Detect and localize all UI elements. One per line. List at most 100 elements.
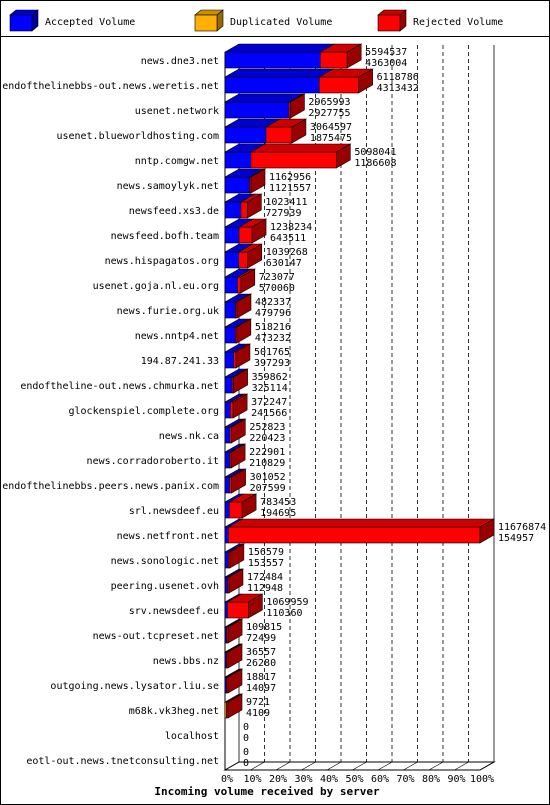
accepted-value-label: 110360 bbox=[266, 608, 302, 619]
bar-segment bbox=[224, 351, 234, 369]
bar-segment bbox=[224, 376, 233, 394]
floor-tick bbox=[377, 761, 393, 771]
accepted-value-label: 194695 bbox=[260, 508, 296, 519]
bar-segment bbox=[224, 276, 238, 294]
x-tick-label: 30% bbox=[294, 774, 312, 785]
floor-tick bbox=[352, 761, 367, 771]
total-value-label: 5098041 bbox=[354, 147, 396, 158]
category-label: localhost bbox=[165, 731, 219, 742]
bar-segment bbox=[224, 326, 236, 344]
category-label: news.corradoroberto.it bbox=[87, 456, 219, 467]
accepted-value-label: 473232 bbox=[255, 333, 291, 344]
floor-tick bbox=[479, 761, 495, 771]
category-label: news.nntp4.net bbox=[135, 331, 219, 342]
category-label: usenet.network bbox=[135, 106, 219, 117]
category-label: news.sonologic.net bbox=[111, 556, 219, 567]
bar-side bbox=[227, 693, 243, 719]
accepted-value-label: 4363004 bbox=[365, 58, 407, 69]
legend-label: Duplicated Volume bbox=[230, 17, 332, 28]
category-labels: news.dne3.net endofthelinebbs-out.news.we… bbox=[2, 56, 219, 767]
bar-segment bbox=[228, 526, 481, 544]
bar-segment bbox=[224, 601, 228, 619]
accepted-value-label: 154957 bbox=[498, 533, 534, 544]
bar-segment bbox=[224, 226, 240, 244]
bar-side bbox=[290, 93, 305, 119]
total-value-label: 482337 bbox=[255, 297, 291, 308]
bar-segment-top bbox=[223, 43, 336, 53]
bar-segment bbox=[240, 201, 248, 219]
total-value-label: 222901 bbox=[249, 447, 285, 458]
x-tick-label: 0% bbox=[221, 774, 233, 785]
bar-side bbox=[229, 543, 245, 569]
total-value-label: 359862 bbox=[252, 372, 288, 383]
bar-segment bbox=[224, 151, 252, 169]
accepted-value-label: 397293 bbox=[254, 358, 290, 369]
accepted-value-label: 112948 bbox=[247, 583, 283, 594]
floor-tick bbox=[275, 761, 291, 771]
accepted-value-label: 727939 bbox=[265, 208, 301, 219]
bar-segment bbox=[233, 351, 237, 369]
floor-tick bbox=[224, 761, 240, 771]
x-tick-label: 90% bbox=[447, 774, 465, 785]
category-label: news.netfront.net bbox=[117, 531, 219, 542]
legend-label: Rejected Volume bbox=[413, 17, 503, 28]
bar-segment bbox=[224, 76, 320, 94]
bar-side bbox=[233, 368, 248, 394]
category-label: outgoing.news.lysator.liu.se bbox=[50, 681, 219, 692]
bar-side bbox=[248, 593, 263, 619]
bar-segment bbox=[224, 476, 230, 494]
bar-side bbox=[231, 468, 246, 494]
category-label: news-out.tcpreset.net bbox=[93, 631, 219, 642]
bar-side bbox=[247, 243, 262, 269]
total-value-label: 301052 bbox=[250, 472, 286, 483]
total-value-label: 36557 bbox=[246, 647, 276, 658]
bar-group: 00 bbox=[243, 747, 249, 769]
bar-segment bbox=[224, 251, 240, 269]
legend-item: Rejected Volume bbox=[377, 9, 503, 32]
accepted-value-label: 210829 bbox=[249, 458, 285, 469]
category-label: nntp.comgw.net bbox=[135, 156, 219, 167]
bar-side bbox=[231, 418, 246, 444]
category-label: srl.newsdeef.eu bbox=[129, 506, 219, 517]
bar-segment bbox=[224, 176, 250, 194]
floor-tick bbox=[250, 761, 265, 771]
accepted-value-label: 220423 bbox=[249, 433, 285, 444]
accepted-value-label: 0 bbox=[243, 733, 249, 744]
bar-segment bbox=[229, 476, 232, 494]
accepted-value-label: 4313432 bbox=[377, 83, 419, 94]
bar-group: 00 bbox=[243, 722, 249, 744]
accepted-value-label: 14097 bbox=[246, 683, 276, 694]
category-label: endofthelinebbs.peers.news.panix.com bbox=[2, 481, 219, 492]
bar-side bbox=[336, 143, 351, 169]
bar-segment bbox=[224, 551, 229, 569]
bar-segment bbox=[224, 101, 290, 119]
legend-item: Duplicated Volume bbox=[194, 9, 332, 32]
legend-swatch bbox=[377, 14, 401, 32]
total-value-label: 2965993 bbox=[308, 97, 350, 108]
x-tick-label: 100% bbox=[470, 774, 494, 785]
accepted-value-label: 325114 bbox=[252, 383, 288, 394]
category-label: news.bbs.nz bbox=[153, 656, 219, 667]
accepted-value-label: 570060 bbox=[259, 283, 295, 294]
category-label: news.samoylyk.net bbox=[117, 181, 219, 192]
category-label: usenet.blueworldhosting.com bbox=[56, 131, 219, 142]
bar-segment bbox=[224, 451, 230, 469]
floor-tick bbox=[301, 761, 316, 771]
bar-segment bbox=[238, 226, 253, 244]
accepted-value-label: 1121557 bbox=[269, 183, 311, 194]
category-label: newsfeed.bofh.team bbox=[111, 231, 219, 242]
total-value-label: 252823 bbox=[249, 422, 285, 433]
total-value-label: 18817 bbox=[246, 672, 276, 683]
accepted-value-label: 479796 bbox=[255, 308, 291, 319]
bar-side bbox=[479, 518, 495, 544]
x-tick-label: 10% bbox=[243, 774, 261, 785]
